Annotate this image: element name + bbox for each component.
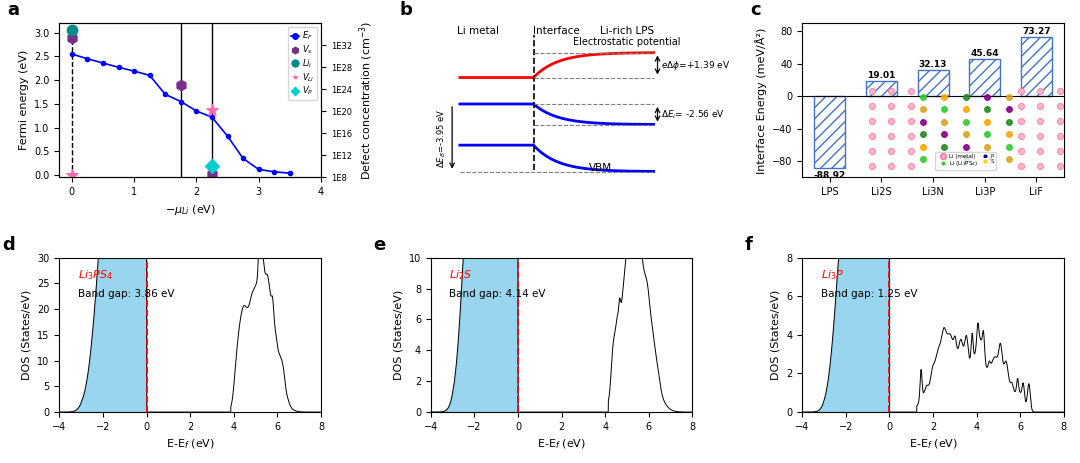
Text: Band gap: 4.14 eV: Band gap: 4.14 eV	[449, 288, 545, 299]
Bar	[969, 59, 1000, 96]
Text: VBM: VBM	[590, 163, 612, 173]
$E_F$	[96, 60, 109, 66]
X-axis label: E-E$_f$ (eV): E-E$_f$ (eV)	[165, 438, 215, 451]
$E_F$	[112, 64, 125, 70]
$E_F$	[127, 69, 140, 74]
Text: Interface: Interface	[534, 26, 580, 36]
Bar	[918, 70, 948, 96]
X-axis label: E-E$_f$ (eV): E-E$_f$ (eV)	[537, 438, 586, 451]
Y-axis label: Defect concentration (cm$^{-3}$): Defect concentration (cm$^{-3}$)	[357, 21, 375, 180]
X-axis label: $-\mu_{Li}$ (eV): $-\mu_{Li}$ (eV)	[164, 203, 216, 217]
Bar	[814, 96, 846, 169]
$Li_i$	[64, 26, 81, 34]
Text: Band gap: 3.86 eV: Band gap: 3.86 eV	[78, 288, 174, 299]
Bar	[866, 81, 896, 96]
Text: b: b	[400, 1, 413, 19]
Text: Li$_3$P: Li$_3$P	[821, 269, 843, 282]
$V_{Li}$	[64, 171, 81, 178]
Y-axis label: DOS (States/eV): DOS (States/eV)	[771, 290, 781, 380]
Line: $E_F$: $E_F$	[70, 52, 292, 175]
Text: Electrostatic potential: Electrostatic potential	[573, 37, 680, 47]
Text: Li-rich LPS: Li-rich LPS	[599, 26, 654, 36]
Text: 19.01: 19.01	[867, 70, 895, 80]
$E_F$	[159, 92, 172, 97]
Text: -88.92: -88.92	[813, 170, 846, 180]
$V_{Li}$	[203, 106, 220, 113]
$E_F$	[66, 51, 79, 57]
Y-axis label: Fermi energy (eV): Fermi energy (eV)	[18, 50, 29, 150]
Text: a: a	[8, 1, 19, 19]
$V_s$	[203, 170, 220, 178]
Text: $\Delta E_B$=-3.95 eV: $\Delta E_B$=-3.95 eV	[435, 108, 448, 168]
$V_s$	[64, 35, 81, 42]
$E_F$	[144, 73, 157, 78]
Y-axis label: DOS (States/eV): DOS (States/eV)	[393, 290, 403, 380]
$E_F$	[221, 133, 234, 139]
Text: Li metal: Li metal	[457, 26, 499, 36]
$E_F$	[174, 99, 187, 104]
$E_F$	[81, 56, 94, 62]
Text: c: c	[750, 1, 760, 19]
X-axis label: E-E$_f$ (eV): E-E$_f$ (eV)	[908, 438, 958, 451]
$E_F$	[237, 156, 249, 161]
Text: 32.13: 32.13	[919, 60, 947, 69]
Text: e: e	[374, 236, 386, 254]
Text: $e\Delta\phi$=+1.39 eV: $e\Delta\phi$=+1.39 eV	[661, 58, 730, 72]
Bar	[1021, 37, 1052, 96]
Text: 73.27: 73.27	[1022, 26, 1051, 36]
$E_F$	[253, 167, 266, 172]
Text: $\Delta E_i$= -2.56 eV: $\Delta E_i$= -2.56 eV	[661, 108, 726, 120]
Text: Band gap: 1.25 eV: Band gap: 1.25 eV	[821, 288, 917, 299]
$V_s$	[172, 81, 189, 88]
$V_P$	[203, 163, 220, 170]
Text: Li$_3$PS$_4$: Li$_3$PS$_4$	[78, 269, 112, 282]
Text: Li$_2$S: Li$_2$S	[449, 269, 472, 282]
$E_F$	[268, 169, 281, 175]
$E_F$	[190, 108, 203, 114]
Y-axis label: Interface Energy (meV/Å²): Interface Energy (meV/Å²)	[755, 27, 767, 174]
Text: f: f	[745, 236, 753, 254]
$E_F$	[205, 114, 218, 120]
Y-axis label: DOS (States/eV): DOS (States/eV)	[22, 290, 31, 380]
Text: d: d	[2, 236, 15, 254]
Legend: $E_F$, $V_s$, $Li_i$, $V_{Li}$, $V_P$: $E_F$, $V_s$, $Li_i$, $V_{Li}$, $V_P$	[288, 27, 316, 100]
Text: 45.64: 45.64	[971, 49, 999, 58]
$E_F$	[283, 170, 296, 176]
